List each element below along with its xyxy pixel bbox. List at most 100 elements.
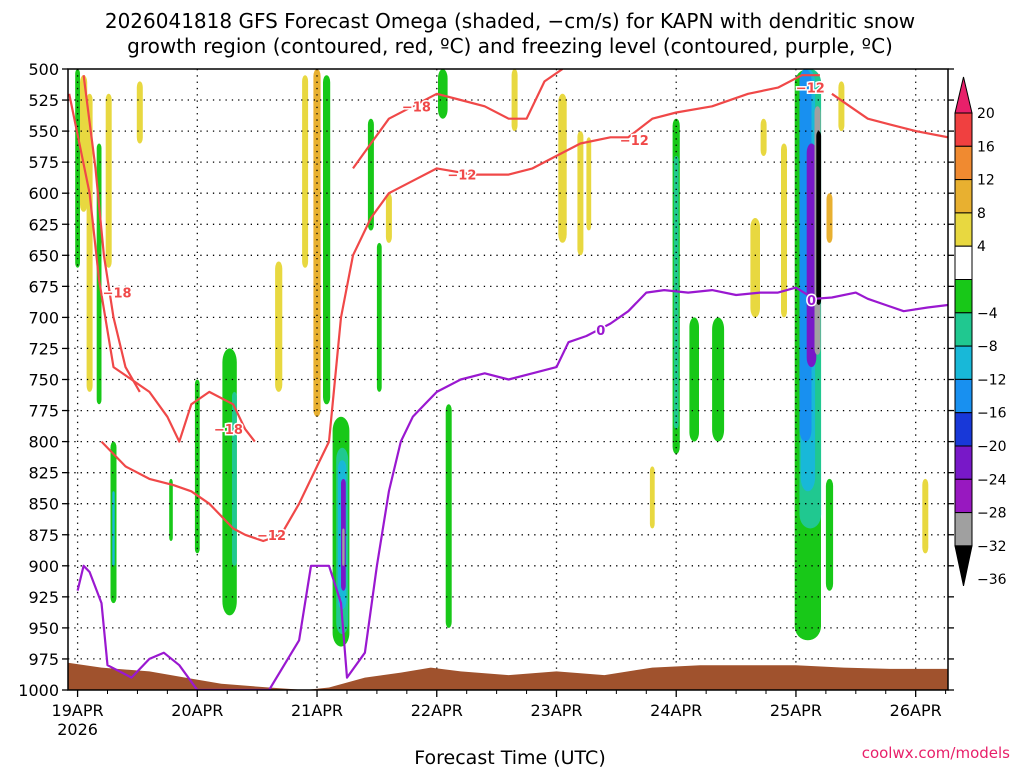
omega-cell bbox=[136, 81, 143, 144]
y-tick-label: 975 bbox=[28, 650, 59, 669]
y-tick-label: 950 bbox=[28, 619, 59, 638]
colorbar-box bbox=[954, 312, 973, 347]
y-tick-label: 750 bbox=[28, 371, 59, 390]
x-tick-label: 26APR bbox=[890, 701, 942, 720]
contour-label: −12 bbox=[257, 529, 286, 544]
dgz-minus18-inner-contour bbox=[82, 75, 141, 393]
y-tick-label: 925 bbox=[28, 588, 59, 607]
y-tick-label: 900 bbox=[28, 557, 59, 576]
omega-cell bbox=[75, 69, 80, 268]
y-tick-label: 850 bbox=[28, 495, 59, 514]
colorbar-bottom-arrow bbox=[954, 545, 973, 587]
y-tick-label: 725 bbox=[28, 339, 59, 358]
chart-title-line2: growth region (contoured, red, ºC) and f… bbox=[127, 34, 893, 58]
colorbar-label: −28 bbox=[977, 506, 1007, 522]
x-tick-label: 19APR bbox=[52, 701, 104, 720]
x-axis-label: Forecast Time (UTC) bbox=[414, 747, 605, 768]
y-tick-label: 625 bbox=[28, 215, 59, 234]
omega-cell bbox=[826, 193, 833, 243]
contour-label: −18 bbox=[214, 423, 243, 438]
colorbar-label: −4 bbox=[977, 306, 998, 322]
terrain-fill bbox=[68, 662, 948, 690]
dgz-minus18-top-contour bbox=[352, 69, 564, 170]
omega-cell bbox=[275, 261, 283, 392]
colorbar-box bbox=[954, 112, 973, 147]
colorbar-box bbox=[954, 345, 973, 380]
colorbar-box bbox=[954, 245, 973, 280]
colorbar-box bbox=[954, 478, 973, 514]
x-tick-label: 21APR bbox=[291, 701, 343, 720]
omega-cell bbox=[232, 391, 237, 566]
contour-label: −12 bbox=[620, 134, 649, 149]
omega-cell bbox=[313, 69, 321, 417]
colorbar-box bbox=[954, 412, 973, 447]
y-tick-label: 775 bbox=[28, 402, 59, 421]
omega-cell bbox=[825, 478, 834, 591]
omega-cell bbox=[649, 466, 655, 529]
omega-cell bbox=[586, 137, 592, 231]
omega-cell bbox=[342, 528, 345, 566]
y-tick-label: 825 bbox=[28, 464, 59, 483]
colorbar-label: −32 bbox=[977, 539, 1007, 555]
colorbar-box bbox=[954, 145, 973, 181]
contour-label: 0 bbox=[596, 324, 605, 339]
dgz-minus18-west-contour bbox=[68, 93, 256, 443]
x-tick-label: 23APR bbox=[530, 701, 582, 720]
y-tick-label: 1000 bbox=[18, 681, 59, 700]
watermark: coolwx.com/models bbox=[862, 744, 1010, 762]
y-tick-label: 525 bbox=[28, 91, 59, 110]
omega-cell bbox=[689, 317, 699, 442]
omega-cell bbox=[816, 131, 822, 305]
omega-cell bbox=[302, 75, 309, 268]
colorbar-label: 4 bbox=[977, 239, 986, 255]
x-tick-label: 25APR bbox=[770, 701, 822, 720]
y-tick-label: 700 bbox=[28, 308, 59, 327]
colorbar-box bbox=[954, 179, 973, 214]
omega-cell bbox=[169, 478, 173, 541]
colorbar-box bbox=[954, 378, 973, 414]
contour-label: −18 bbox=[402, 100, 431, 115]
y-tick-label: 600 bbox=[28, 184, 59, 203]
y-tick-label: 650 bbox=[28, 246, 59, 265]
omega-cell bbox=[511, 69, 518, 132]
dgz-minus12-mid-contour bbox=[327, 74, 820, 442]
colorbar: 20 16 12 8 4 −4 −8 −12 −16 −20 −24 −28 −32 −36 bbox=[954, 76, 1007, 588]
colorbar-box bbox=[954, 212, 973, 247]
dgz-minus12-right-contour bbox=[831, 92, 948, 139]
colorbar-label: 8 bbox=[977, 206, 986, 222]
omega-cell bbox=[750, 218, 760, 318]
colorbar-label: −12 bbox=[977, 372, 1007, 388]
y-tick-label: 875 bbox=[28, 526, 59, 545]
omega-cell bbox=[376, 242, 382, 392]
omega-cell bbox=[760, 118, 767, 156]
colorbar-label: −20 bbox=[977, 439, 1007, 455]
plot-inner: −18 −18 −18 −12 −12 −12 −12 0 0 bbox=[68, 69, 948, 690]
omega-cell bbox=[323, 75, 331, 405]
colorbar-label: −36 bbox=[977, 572, 1007, 588]
colorbar-label: −8 bbox=[977, 339, 998, 355]
colorbar-label: 12 bbox=[977, 173, 995, 189]
omega-cell bbox=[838, 81, 845, 132]
omega-cell bbox=[558, 93, 567, 243]
omega-cell bbox=[922, 478, 929, 554]
colorbar-label: −16 bbox=[977, 406, 1007, 422]
y-tick-label: 575 bbox=[28, 153, 59, 172]
contour-label: −12 bbox=[796, 82, 825, 97]
y-tick-label: 800 bbox=[28, 433, 59, 452]
contour-label: 0 bbox=[807, 294, 816, 309]
x-tick-label: 24APR bbox=[650, 701, 702, 720]
colorbar-label: 20 bbox=[977, 106, 995, 122]
dgz-minus12-low-contour bbox=[100, 440, 330, 543]
omega-cell bbox=[105, 93, 112, 268]
omega-cell bbox=[445, 404, 452, 628]
x-tick-year: 2026 bbox=[57, 720, 98, 739]
omega-cell bbox=[781, 143, 787, 318]
colorbar-box bbox=[954, 279, 973, 314]
omega-cell bbox=[438, 69, 448, 119]
x-tick-label: 20APR bbox=[171, 701, 223, 720]
x-tick-label: 22APR bbox=[411, 701, 463, 720]
y-tick-label: 500 bbox=[28, 60, 59, 79]
freezing-level-contour bbox=[76, 286, 948, 690]
omega-cell bbox=[385, 193, 392, 243]
